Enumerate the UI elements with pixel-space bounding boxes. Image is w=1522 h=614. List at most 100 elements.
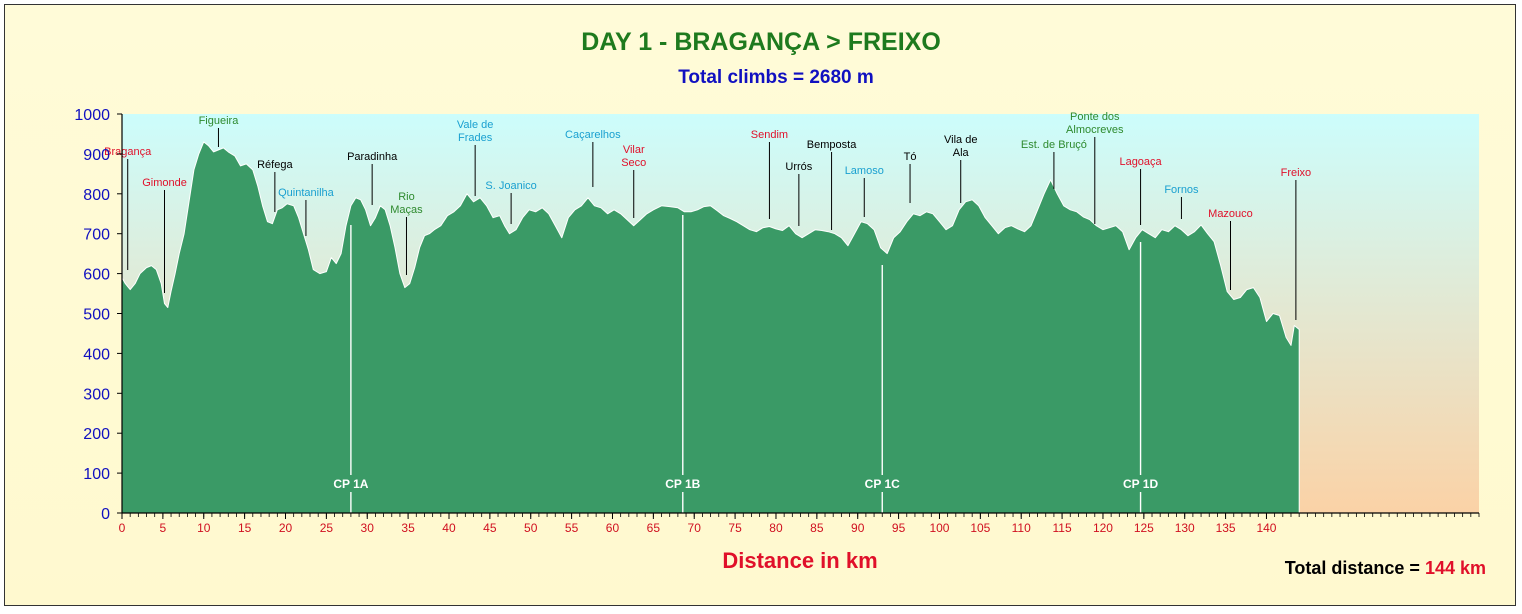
place-label: Bragança: [104, 146, 152, 158]
place-label-line: Tó: [904, 151, 917, 163]
place-label-line: Réfega: [257, 159, 293, 171]
place-label-line: Vale de: [457, 119, 494, 131]
x-axis-label: Distance in km: [722, 548, 878, 573]
place-label: Vilar Seco: [621, 144, 646, 169]
place-label-line: Bragança: [104, 146, 152, 158]
place-label-line: Frades: [458, 132, 493, 144]
x-tick-label: 95: [892, 521, 906, 535]
place-label-line: Gimonde: [142, 177, 187, 189]
x-tick-label: 55: [565, 521, 579, 535]
place-label-line: Rio: [398, 191, 415, 203]
place-label-line: Quintanilha: [278, 187, 335, 199]
place-label: Lamoso: [845, 165, 884, 177]
total-distance-label: Total distance =: [1284, 558, 1420, 578]
place-label-line: Sendim: [751, 129, 788, 141]
place-label-line: Almocreves: [1066, 124, 1124, 136]
place-label: Caçarelhos: [565, 129, 621, 141]
y-tick-label: 300: [83, 386, 110, 403]
chart-subtitle: Total climbs = 2680 m: [678, 67, 874, 88]
place-label-line: Fornos: [1164, 184, 1199, 196]
x-tick-label: 25: [320, 521, 334, 535]
place-label-line: Freixo: [1281, 167, 1312, 179]
x-tick-label: 10: [197, 521, 211, 535]
place-label: Réfega: [257, 159, 293, 171]
place-label: Urrós: [785, 161, 812, 173]
place-label: Tó: [904, 151, 917, 163]
place-label-line: Est. de Bruçó: [1021, 139, 1087, 151]
place-label-line: Vila de: [944, 134, 977, 146]
x-tick-label: 70: [688, 521, 702, 535]
place-label-line: Lagoaça: [1119, 156, 1162, 168]
x-tick-label: 35: [401, 521, 415, 535]
x-tick-label: 120: [1093, 521, 1113, 535]
place-label: Fornos: [1164, 184, 1199, 196]
checkpoint-label: CP 1C: [865, 477, 900, 491]
place-label: Est. de Bruçó: [1021, 139, 1087, 151]
x-tick-label: 20: [279, 521, 293, 535]
place-label: Mazouco: [1208, 208, 1253, 220]
checkpoint-label: CP 1A: [333, 477, 368, 491]
place-label-line: Maças: [390, 204, 423, 216]
total-distance: Total distance = 144 km: [1285, 558, 1486, 579]
place-label: Paradinha: [347, 151, 398, 163]
y-tick-label: 400: [83, 346, 110, 363]
place-label: Figueira: [199, 115, 240, 127]
y-tick-label: 200: [83, 426, 110, 443]
place-label: S. Joanico: [485, 180, 536, 192]
y-tick-label: 0: [101, 506, 110, 523]
x-tick-label: 5: [160, 521, 167, 535]
x-tick-label: 0: [119, 521, 126, 535]
checkpoint-label: CP 1D: [1123, 477, 1158, 491]
x-tick-label: 80: [769, 521, 783, 535]
place-label-line: Caçarelhos: [565, 129, 621, 141]
x-tick-label: 90: [851, 521, 865, 535]
place-label: Ponte dos Almocreves: [1066, 111, 1124, 136]
x-tick-label: 135: [1216, 521, 1236, 535]
place-markers: CP 1A CP 1B CP 1C CP 1D Bragança Gimonde Figue…: [104, 111, 1311, 513]
x-tick-label: 105: [970, 521, 990, 535]
place-label-line: Figueira: [199, 115, 240, 127]
x-tick-label: 125: [1134, 521, 1154, 535]
chart-title: DAY 1 - BRAGANÇA > FREIXO: [581, 28, 941, 56]
place-label: Lagoaça: [1119, 156, 1162, 168]
place-label-line: Urrós: [785, 161, 812, 173]
x-tick-label: 115: [1053, 521, 1072, 535]
place-label-line: Seco: [621, 157, 646, 169]
y-tick-label: 700: [83, 227, 110, 244]
y-tick-label: 500: [83, 307, 110, 324]
place-label: Sendim: [751, 129, 788, 141]
x-tick-label: 45: [483, 521, 497, 535]
x-tick-label: 85: [810, 521, 824, 535]
axes: 0 100 200 300 400 500 600 700 800 900 1000 0 5 10 15 20…: [74, 107, 1480, 535]
place-label-line: Ala: [953, 147, 970, 159]
elevation-area: [121, 141, 1300, 514]
place-label-line: Bemposta: [807, 139, 857, 151]
checkpoint-label: CP 1B: [665, 477, 700, 491]
x-tick-label: 75: [728, 521, 742, 535]
place-label-line: Lamoso: [845, 165, 884, 177]
place-label-line: Ponte dos: [1070, 111, 1120, 123]
place-label: Quintanilha: [278, 187, 335, 199]
place-label: Gimonde: [142, 177, 187, 189]
place-label: Bemposta: [807, 139, 857, 151]
x-tick-label: 130: [1175, 521, 1195, 535]
x-tick-label: 30: [361, 521, 375, 535]
x-tick-label: 110: [1012, 521, 1031, 535]
y-tick-label: 800: [83, 187, 110, 204]
place-label-line: Vilar: [623, 144, 645, 156]
x-tick-label: 60: [606, 521, 620, 535]
y-tick-label: 100: [83, 466, 110, 483]
y-tick-label: 1000: [74, 107, 110, 124]
place-label-line: Mazouco: [1208, 208, 1253, 220]
place-label: Vila de Ala: [944, 134, 977, 159]
place-label: Vale de Frades: [457, 119, 494, 144]
y-tick-label: 900: [83, 147, 110, 164]
x-tick-label: 50: [524, 521, 538, 535]
place-label-line: Paradinha: [347, 151, 398, 163]
place-label: Rio Maças: [390, 191, 423, 216]
place-label-line: S. Joanico: [485, 180, 536, 192]
x-tick-label: 15: [238, 521, 252, 535]
x-tick-label: 100: [929, 521, 949, 535]
y-tick-label: 600: [83, 267, 110, 284]
